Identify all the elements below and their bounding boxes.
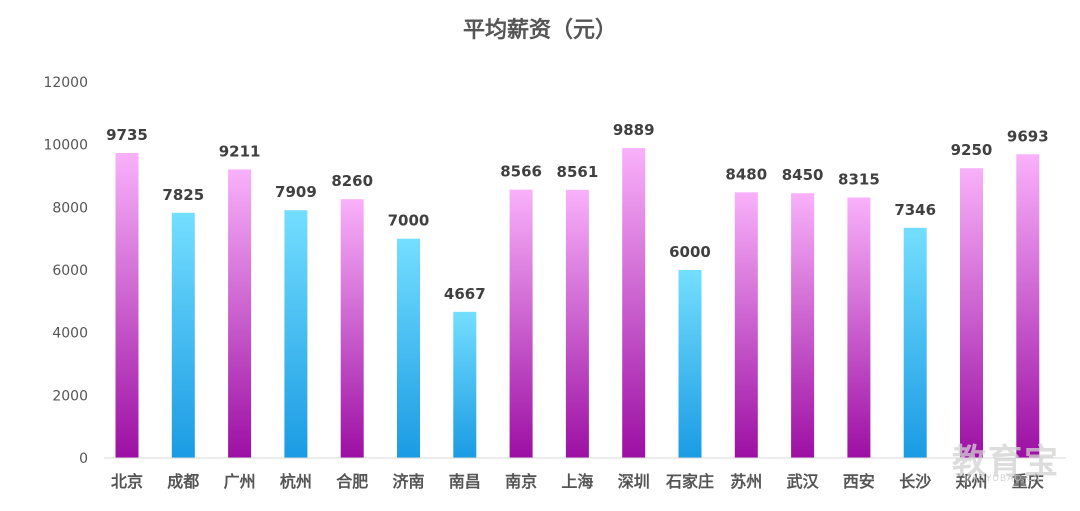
data-label: 9889 bbox=[613, 121, 655, 139]
data-label: 8480 bbox=[725, 165, 767, 183]
x-axis: 北京 成都 广州 杭州 合肥 济南 南昌 南京 上海 深圳 石家庄 苏州 武汉 西安 长沙 郑州 重庆 bbox=[104, 457, 1066, 491]
data-labels: 9735 7825 9211 7909 8260 7000 4667 8566 8561 9889… bbox=[106, 121, 1049, 303]
bar-上海 bbox=[565, 189, 589, 459]
y-axis: 0 2000 4000 6000 8000 10000 12000 bbox=[43, 75, 88, 467]
y-tick-label: 12000 bbox=[43, 75, 88, 91]
data-label: 8566 bbox=[500, 163, 542, 181]
bar-西安 bbox=[847, 197, 871, 458]
data-label: 7909 bbox=[275, 183, 317, 201]
watermark-subtext: JIAOYUBAO.CN bbox=[964, 474, 1041, 484]
x-tick-label: 济南 bbox=[392, 472, 424, 491]
y-tick-label: 2000 bbox=[52, 388, 88, 404]
watermark-text: 教育宝 bbox=[952, 442, 1060, 482]
data-label: 4667 bbox=[444, 285, 486, 303]
bar-郑州 bbox=[960, 168, 983, 458]
bar-深圳 bbox=[622, 148, 646, 458]
x-tick-label: 石家庄 bbox=[665, 472, 714, 491]
x-tick-label: 深圳 bbox=[618, 472, 650, 491]
x-tick-label: 武汉 bbox=[787, 472, 820, 491]
bar-合肥 bbox=[340, 199, 364, 458]
bar-武汉 bbox=[791, 193, 815, 458]
x-tick-label: 重庆 bbox=[1012, 472, 1044, 491]
bar-成都 bbox=[171, 212, 195, 458]
bar-重庆 bbox=[1016, 154, 1040, 459]
x-tick-label: 成都 bbox=[167, 472, 199, 491]
x-tick-label: 长沙 bbox=[899, 472, 931, 491]
x-tick-label: 合肥 bbox=[336, 472, 368, 491]
data-label: 7346 bbox=[894, 201, 936, 219]
y-tick-label: 10000 bbox=[43, 138, 88, 154]
data-label: 9250 bbox=[951, 141, 993, 159]
x-tick-label: 苏州 bbox=[730, 472, 762, 491]
y-tick-label: 8000 bbox=[52, 200, 88, 216]
bar-长沙 bbox=[903, 227, 927, 458]
data-label: 7000 bbox=[388, 212, 430, 230]
x-tick-label: 广州 bbox=[224, 472, 256, 491]
y-tick-label: 4000 bbox=[52, 326, 88, 342]
data-label: 8260 bbox=[331, 172, 373, 190]
x-tick-label: 杭州 bbox=[280, 472, 312, 491]
y-tick-label: 0 bbox=[79, 451, 88, 467]
x-tick-label: 南昌 bbox=[449, 472, 481, 491]
x-tick-label: 郑州 bbox=[955, 472, 987, 491]
bar-石家庄 bbox=[678, 270, 702, 458]
data-label: 7825 bbox=[162, 186, 204, 204]
bar-济南 bbox=[397, 238, 420, 458]
data-label: 8561 bbox=[557, 163, 599, 181]
x-tick-label: 西安 bbox=[843, 472, 875, 491]
chart-title: 平均薪资（元） bbox=[462, 18, 617, 43]
bar-杭州 bbox=[284, 210, 308, 458]
y-tick-label: 6000 bbox=[52, 263, 88, 279]
bar-苏州 bbox=[734, 192, 758, 459]
data-label: 8315 bbox=[838, 171, 880, 189]
data-label: 6000 bbox=[669, 243, 711, 261]
data-label: 9735 bbox=[106, 126, 148, 144]
watermark-logo: 教育宝 JIAOYUBAO.CN bbox=[938, 432, 1078, 492]
bar-北京 bbox=[115, 153, 139, 458]
bar-广州 bbox=[228, 169, 252, 458]
x-tick-label: 上海 bbox=[561, 472, 593, 491]
x-tick-label: 南京 bbox=[505, 472, 537, 491]
data-label: 9693 bbox=[1007, 127, 1049, 145]
bars bbox=[115, 148, 1040, 459]
data-label: 8450 bbox=[782, 166, 824, 184]
data-label: 9211 bbox=[219, 142, 261, 160]
x-tick-label: 北京 bbox=[111, 472, 143, 491]
bar-南昌 bbox=[453, 311, 477, 458]
bar-南京 bbox=[509, 189, 533, 458]
